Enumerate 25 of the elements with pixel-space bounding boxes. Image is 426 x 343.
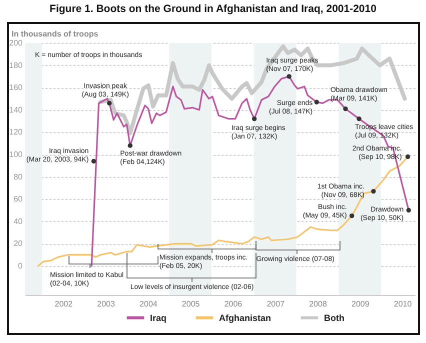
x-tick-label: 2006 xyxy=(224,300,243,308)
y-tick-label: 60 xyxy=(14,194,24,204)
x-tick-label: 2010 xyxy=(394,300,412,308)
x-tick-label: 2005 xyxy=(182,300,200,308)
y-tick-label: 140 xyxy=(9,105,24,114)
x-tick-label: 2003 xyxy=(97,300,116,308)
x-tick-label: 2008 xyxy=(309,300,328,308)
x-tick-label: 2004 xyxy=(140,300,158,308)
y-tick-label: 180 xyxy=(9,60,24,70)
y-tick-label: 80 xyxy=(14,172,24,182)
legend-label: Both xyxy=(324,312,344,323)
x-tick-label: 2009 xyxy=(351,300,370,308)
y-tick-label: 100 xyxy=(9,150,24,160)
legend-label: Afghanistan xyxy=(219,312,272,323)
x-tick-label: 2007 xyxy=(266,300,286,308)
x-tick-label: 2002 xyxy=(54,300,74,308)
y-axis-title: In thousands of troops xyxy=(12,30,99,38)
y-tick-label: 160 xyxy=(9,83,24,92)
y-tick-label: 200 xyxy=(9,38,24,48)
y-tick-label: 0 xyxy=(18,262,24,271)
legend-label: Iraq xyxy=(150,312,167,323)
y-tick-label: 20 xyxy=(14,239,24,248)
chart-title: Figure 1. Boots on the Ground in Afghanistan and Iraq, 2001-2010 xyxy=(48,3,378,15)
y-tick-label: 120 xyxy=(9,128,24,137)
y-tick-label: 40 xyxy=(14,216,24,226)
